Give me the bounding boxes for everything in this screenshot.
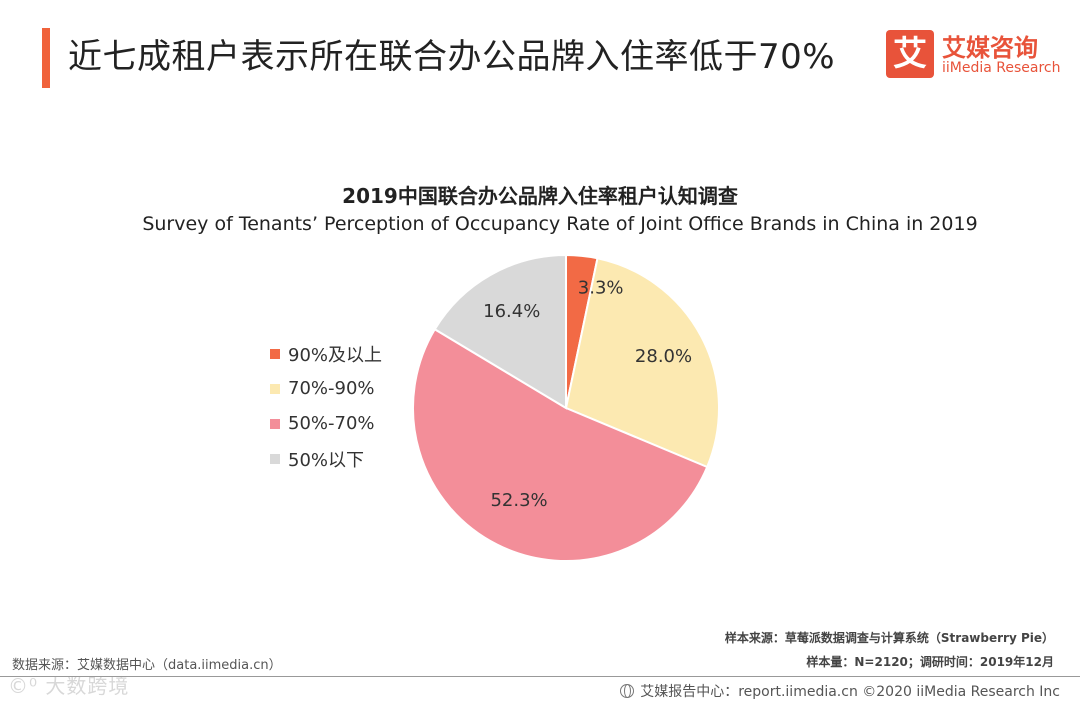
globe-icon: [620, 684, 635, 698]
sample-info: 样本量：N=2120；调研时间：2019年12月: [806, 655, 1054, 669]
data-source: 数据来源：艾媒数据中心（data.iimedia.cn）: [12, 658, 282, 673]
pie-data-label-1: 28.0%: [635, 346, 692, 367]
legend-item-3: 50%以下: [270, 441, 382, 476]
legend-label-2: 50%-70%: [288, 413, 375, 434]
pie-slice-2: [412, 327, 709, 562]
brand-logo-mark: 艾: [886, 30, 934, 78]
footer-divider: [0, 676, 1080, 677]
page-title: 近七成租户表示所在联合办公品牌入住率低于70%: [68, 37, 836, 77]
legend-swatch-2: [270, 418, 280, 429]
brand-logo: 艾 艾媒咨询 iiMedia Research: [886, 28, 1061, 84]
legend-label-1: 70%-90%: [288, 378, 375, 399]
pie-data-label-3: 16.4%: [483, 301, 540, 322]
legend-swatch-0: [270, 348, 280, 359]
pie-data-label-2: 52.3%: [490, 490, 547, 511]
legend-item-0: 90%及以上: [270, 336, 382, 371]
chart-title: 2019中国联合办公品牌入住率租户认知调查: [342, 184, 738, 208]
legend-item-1: 70%-90%: [270, 371, 382, 406]
pie-slice-3: [433, 253, 567, 410]
brand-name-en: iiMedia Research: [942, 60, 1061, 76]
pie-slice-1: [564, 257, 720, 469]
legend-label-0: 90%及以上: [288, 344, 383, 366]
legend-swatch-1: [270, 383, 280, 394]
chart-legend: 90%及以上 70%-90% 50%-70% 50%以下: [270, 336, 382, 476]
report-center: 艾媒报告中心：report.iimedia.cn ©2020 iiMedia R…: [620, 681, 1060, 701]
sample-source: 样本来源：草莓派数据调查与计算系统（Strawberry Pie）: [724, 631, 1054, 645]
legend-item-2: 50%-70%: [270, 406, 382, 441]
brand-name-cn: 艾媒咨询: [942, 34, 1038, 62]
chart-subtitle: Survey of Tenants’ Perception of Occupan…: [142, 213, 978, 235]
title-accent-bar: [42, 28, 50, 88]
legend-label-3: 50%以下: [288, 449, 365, 471]
pie-data-label-0: 3.3%: [578, 277, 624, 298]
legend-swatch-3: [270, 453, 280, 464]
report-center-text: 艾媒报告中心：report.iimedia.cn ©2020 iiMedia R…: [640, 684, 1060, 700]
watermark: ©⁰ 大数跨境: [8, 674, 130, 698]
